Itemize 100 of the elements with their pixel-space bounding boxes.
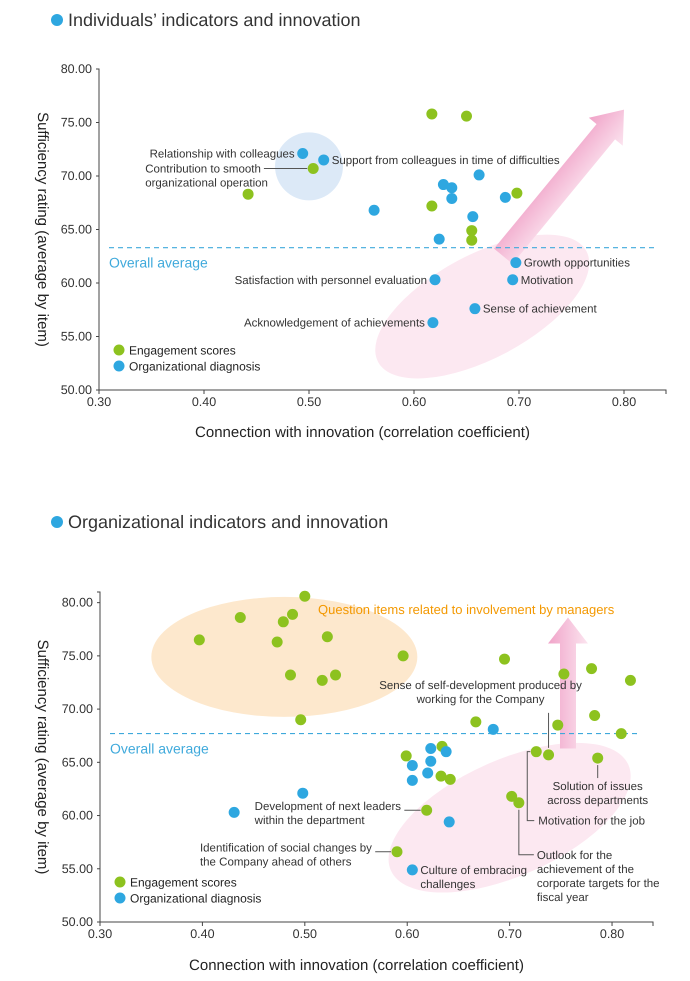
point [474,169,485,180]
point [194,634,205,646]
y-tick-label: 50.00 [60,383,92,397]
legend-label: Engagement scores [130,876,237,890]
x-tick-label: 0.30 [86,394,112,409]
annotation: Outlook for the achievement of the corporate targets for the fiscal year [536,850,660,904]
annotation: Satisfaction with personnel evaluation [234,274,427,287]
point [470,716,482,728]
point [406,774,418,786]
y-tick-label: 75.00 [60,116,92,130]
point [400,750,412,762]
point [552,720,564,731]
point [469,303,480,314]
point [421,804,432,816]
point [287,608,298,620]
chart-title: Organizational indicators and innovation [68,512,388,532]
annotation: Culture of embracing challenges [420,864,528,891]
point [530,746,542,758]
point [461,110,472,122]
point [406,864,418,876]
point [510,257,522,268]
x-tick-label: 0.70 [506,394,532,409]
x-tick-label: 0.80 [612,394,636,409]
x-tick-label: 0.70 [497,926,522,941]
point [592,752,604,764]
y-tick-label: 80.00 [62,596,94,610]
point [543,749,554,760]
point [513,797,524,808]
point [438,179,449,190]
annotation: Growth opportunities [524,258,630,270]
point [616,728,627,740]
point [422,767,434,778]
point [297,148,308,160]
point [436,770,447,782]
point [406,760,418,772]
point [426,200,438,212]
point [278,616,289,628]
point [500,192,511,203]
point [242,188,254,200]
y-tick-label: 70.00 [62,702,94,716]
annotation: Motivation for the job [538,816,646,828]
point [368,204,380,216]
point [284,670,296,681]
point [589,710,600,721]
point [499,654,510,665]
point [430,274,440,286]
y-tick-label: 55.00 [62,862,94,876]
x-tick-label: 0.40 [192,394,216,409]
y-tick-label: 55.00 [60,330,92,344]
y-axis-title: Sufficiency rating (average by item) [34,112,51,347]
annotation: Sense of achievement [482,304,598,316]
x-axis-title: Connection with innovation (correlation coefficient) [189,957,524,974]
point [506,790,518,802]
y-axis-title: Sufficiency rating (average by item) [34,640,51,874]
point [228,806,240,818]
point [425,756,436,767]
point [272,636,283,648]
annotation: Development of next leaders within the department [254,801,402,828]
point [234,612,246,624]
chart-title: Individuals’ indicators and innovation [68,10,361,30]
point [391,846,402,858]
point [586,663,598,674]
x-tick-label: 0.40 [190,926,215,941]
annotation: Support from colleagues in time of difficulties [332,154,560,167]
annotation: Identification of social changes by the Company ahead of others [200,842,372,869]
point [427,317,438,328]
point [308,163,319,174]
point [297,788,308,799]
point [446,182,458,194]
point [488,724,499,735]
ref-line-label: Overall average [109,254,208,271]
y-tick-label: 65.00 [62,755,94,770]
ref-line-label: Overall average [110,740,210,757]
annotation: Solution of issues across departments [547,781,648,808]
point [444,816,455,828]
point [511,188,522,199]
y-tick-label: 70.00 [60,169,92,183]
x-tick-label: 0.30 [88,926,112,941]
point [318,154,330,166]
y-tick-label: 50.00 [62,915,94,929]
annotation: Contribution to smooth organizational operation [145,164,268,190]
annotation: Relationship with colleagues [150,148,295,161]
point [398,650,409,662]
legend-label: Engagement scores [129,344,236,358]
x-tick-label: 0.50 [292,926,318,941]
x-tick-label: 0.60 [402,394,426,409]
annotation: Motivation [520,274,574,287]
y-tick-label: 75.00 [62,648,94,663]
y-tick-label: 80.00 [60,62,92,76]
point [558,668,570,680]
legend-label: Organizational diagnosis [130,892,262,906]
legend-label: Organizational diagnosis [129,360,260,374]
point [434,234,445,245]
point [426,108,438,120]
x-tick-label: 0.80 [600,926,624,941]
point [466,234,478,246]
point [322,631,333,642]
point [316,674,328,686]
x-tick-label: 0.50 [296,394,322,409]
point [444,774,456,785]
